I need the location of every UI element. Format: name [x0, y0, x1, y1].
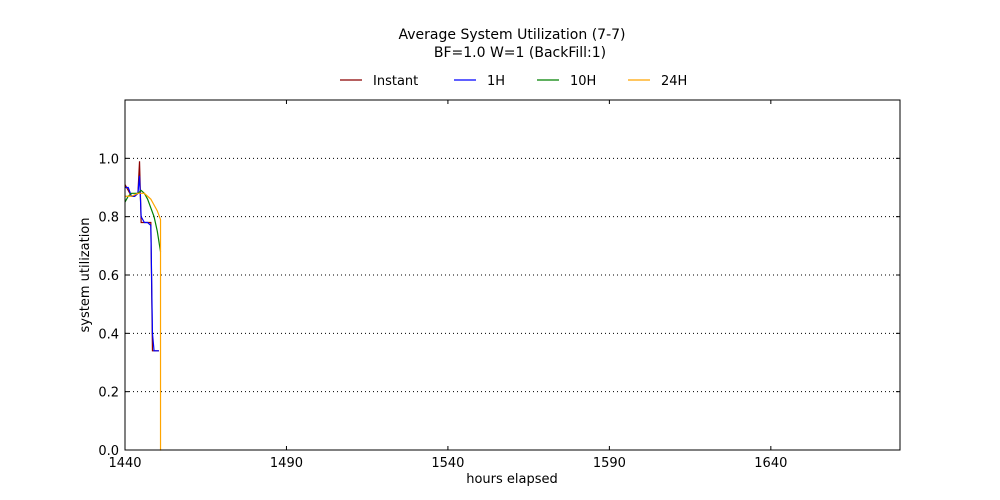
x-tick-label: 1640 — [754, 456, 787, 471]
y-ticks: 0.0 0.2 0.4 0.6 0.8 1.0 — [98, 152, 900, 459]
y-tick-label: 0.0 — [98, 444, 119, 459]
y-tick-label: 0.8 — [98, 211, 119, 226]
x-tick-label: 1490 — [270, 456, 303, 471]
x-tick-label: 1440 — [108, 456, 141, 471]
series-line-10h — [124, 189, 162, 252]
x-tick-label: 1590 — [593, 456, 626, 471]
y-tick-label: 1.0 — [98, 152, 119, 167]
legend-label-instant: Instant — [373, 74, 418, 89]
chart-subtitle: BF=1.0 W=1 (BackFill:1) — [434, 45, 606, 61]
y-tick-label: 0.2 — [98, 386, 119, 401]
legend-label-24h: 24H — [661, 74, 687, 89]
y-axis-label: system utilization — [78, 218, 93, 333]
legend-label-10h: 10H — [570, 74, 596, 89]
legend: Instant 1H 10H 24H — [340, 74, 687, 89]
legend-label-1h: 1H — [487, 74, 505, 89]
y-tick-label: 0.4 — [98, 327, 119, 342]
series-lines — [124, 161, 162, 451]
chart-title: Average System Utilization (7-7) — [399, 27, 626, 43]
x-axis-label: hours elapsed — [466, 472, 558, 487]
x-ticks: 1440 1490 1540 1590 1640 — [108, 100, 787, 471]
series-line-24h — [125, 192, 162, 451]
x-tick-label: 1540 — [431, 456, 464, 471]
y-tick-label: 0.6 — [98, 269, 119, 284]
